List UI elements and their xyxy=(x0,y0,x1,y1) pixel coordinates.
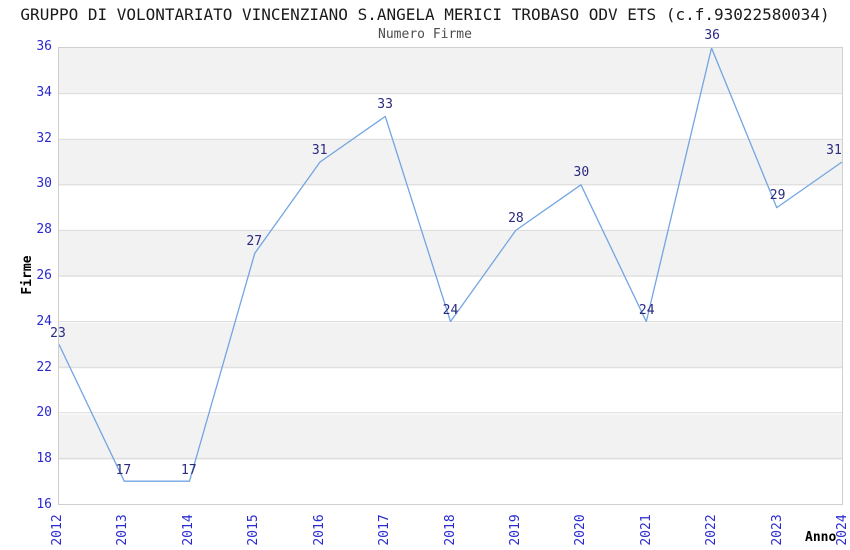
y-tick-label: 22 xyxy=(36,359,52,375)
plot-area xyxy=(58,47,843,505)
y-tick-label: 16 xyxy=(36,497,52,512)
data-point-label: 33 xyxy=(377,96,393,112)
x-tick-label: 2018 xyxy=(442,514,458,546)
x-tick-label: 2017 xyxy=(377,514,393,546)
y-axis-label: Firme xyxy=(20,255,35,295)
x-axis-label: Anno xyxy=(805,530,837,545)
data-point-label: 27 xyxy=(246,234,263,250)
y-tick-label: 36 xyxy=(36,39,52,54)
y-tick-label: 20 xyxy=(36,405,52,421)
y-tick-label: 18 xyxy=(36,451,52,467)
data-point-label: 29 xyxy=(769,188,786,204)
x-tick-label: 2022 xyxy=(704,514,720,546)
x-tick-label: 2013 xyxy=(115,514,131,546)
data-point-label: 23 xyxy=(50,325,66,341)
series-plot xyxy=(59,48,842,504)
x-tick-label: 2019 xyxy=(507,514,523,546)
data-point-label: 24 xyxy=(638,302,655,318)
data-point-label: 17 xyxy=(181,463,197,479)
data-point-label: 28 xyxy=(508,211,524,227)
data-point-label: 36 xyxy=(704,28,720,43)
y-tick-label: 34 xyxy=(36,84,52,100)
y-tick-label: 24 xyxy=(36,313,52,329)
x-tick-label: 2023 xyxy=(769,514,785,546)
x-tick-label: 2014 xyxy=(180,514,196,546)
chart-subtitle: Numero Firme xyxy=(378,27,472,42)
series-line xyxy=(59,48,842,481)
y-tick-label: 28 xyxy=(36,222,52,238)
y-tick-label: 32 xyxy=(36,130,52,146)
data-point-label: 31 xyxy=(311,142,328,158)
x-tick-label: 2012 xyxy=(50,514,65,546)
x-tick-label: 2015 xyxy=(246,514,262,546)
x-tick-label: 2020 xyxy=(573,514,589,546)
x-tick-label: 2016 xyxy=(311,514,327,546)
data-point-label: 24 xyxy=(442,302,459,318)
chart-title: GRUPPO DI VOLONTARIATO VINCENZIANO S.ANG… xyxy=(20,5,830,24)
data-point-label: 31 xyxy=(826,142,842,158)
y-tick-label: 30 xyxy=(36,176,52,192)
data-point-label: 30 xyxy=(573,165,590,181)
data-point-label: 17 xyxy=(115,463,132,479)
y-tick-label: 26 xyxy=(36,268,52,283)
x-tick-label: 2021 xyxy=(638,514,654,546)
